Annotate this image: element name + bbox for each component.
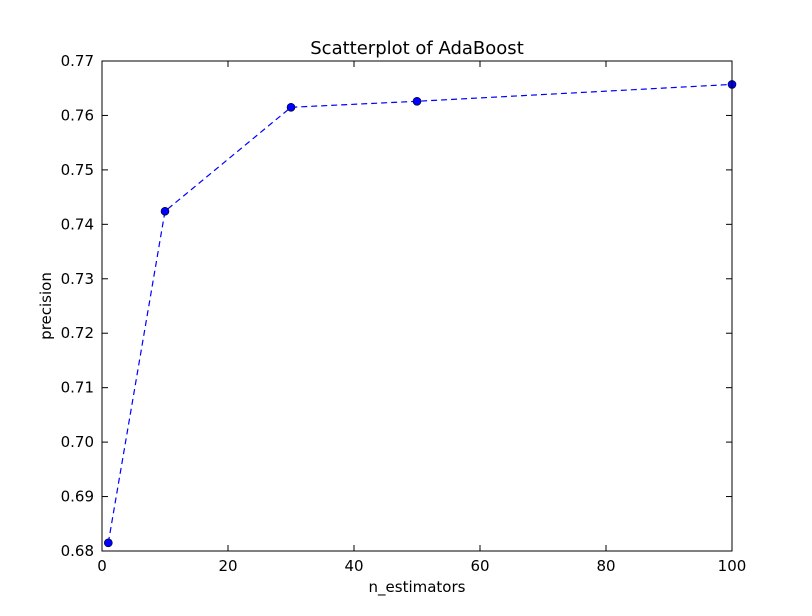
y-tick-label: 0.70 (61, 433, 94, 451)
x-tick-label: 100 (718, 557, 747, 575)
y-tick-label: 0.72 (61, 324, 94, 342)
series-layer (104, 80, 737, 548)
data-point (160, 206, 170, 216)
y-tick-label: 0.71 (61, 379, 94, 397)
y-tick-label: 0.75 (61, 161, 94, 179)
x-tick-label: 40 (344, 557, 363, 575)
y-tick-label: 0.69 (61, 488, 94, 506)
y-axis-label: precision (37, 272, 55, 340)
series-line (107, 83, 733, 543)
x-axis-label: n_estimators (369, 578, 466, 597)
data-point (412, 96, 422, 106)
y-tick-label: 0.68 (61, 542, 94, 560)
y-tick-label: 0.77 (61, 52, 94, 70)
x-tick-label: 80 (596, 557, 615, 575)
plot-frame (101, 60, 733, 552)
y-tick-label: 0.74 (61, 215, 94, 233)
data-point (104, 538, 113, 548)
chart-title: Scatterplot of AdaBoost (310, 38, 524, 59)
y-axis: 0.68 0.69 0.70 0.71 0.72 0.73 0.74 0.75 0.76 0.77 (61, 52, 732, 560)
data-point (286, 102, 296, 112)
x-tick-label: 60 (470, 557, 489, 575)
y-tick-label: 0.73 (61, 270, 94, 288)
y-tick-label: 0.76 (61, 106, 94, 124)
x-axis: 0 20 40 60 80 100 (97, 61, 746, 575)
x-tick-label: 0 (97, 557, 107, 575)
x-tick-label: 20 (218, 557, 237, 575)
